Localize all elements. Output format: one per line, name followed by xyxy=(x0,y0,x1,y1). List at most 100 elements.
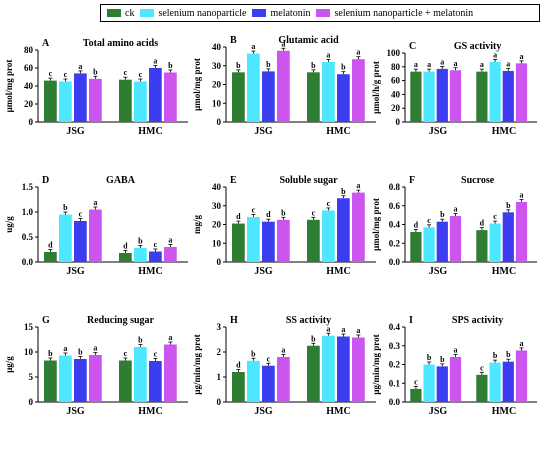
bar xyxy=(59,81,72,122)
y-tick-label: 30 xyxy=(212,61,222,71)
bar xyxy=(134,81,147,122)
legend-item-ck: ck xyxy=(107,8,134,19)
significance-letter: c xyxy=(79,210,83,219)
bar xyxy=(515,202,528,262)
legend-item-melatonin: melatonin xyxy=(252,8,310,19)
chart-title: Glutamic acid xyxy=(278,35,339,46)
y-tick-label: 0 xyxy=(217,397,222,407)
y-tick-label: 0.8 xyxy=(389,182,401,192)
significance-letter: b xyxy=(63,203,68,212)
legend-label: ck xyxy=(125,7,135,19)
panel-letter: G xyxy=(42,315,50,326)
significance-letter: a xyxy=(251,42,255,51)
y-tick-label: 15 xyxy=(24,322,34,332)
y-tick-label: 0.0 xyxy=(389,397,401,407)
significance-letter: c xyxy=(154,350,158,359)
significance-letter: a xyxy=(427,60,431,69)
significance-letter: c xyxy=(267,354,271,363)
bar xyxy=(410,71,422,122)
legend: ck selenium nanoparticle melatonin selen… xyxy=(100,4,540,22)
y-tick-label: 40 xyxy=(212,182,222,192)
significance-letter: b xyxy=(78,348,83,357)
x-tick-label: JSG xyxy=(429,126,448,137)
significance-letter: a xyxy=(519,191,523,200)
bar xyxy=(515,350,528,402)
significance-letter: a xyxy=(93,198,97,207)
x-tick-label: JSG xyxy=(429,266,448,277)
x-tick-label: JSG xyxy=(429,406,448,417)
y-tick-label: 20 xyxy=(24,99,34,109)
y-tick-label: 10 xyxy=(212,98,222,108)
y-tick-label: 80 xyxy=(391,62,401,72)
y-tick-label: 0 xyxy=(29,397,34,407)
bar xyxy=(489,61,501,122)
y-tick-label: 100 xyxy=(387,48,401,58)
x-tick-label: HMC xyxy=(326,406,350,417)
y-tick-label: 20 xyxy=(212,220,222,230)
significance-letter: c xyxy=(414,377,418,386)
significance-letter: b xyxy=(311,334,316,343)
x-tick-label: HMC xyxy=(492,126,516,137)
significance-letter: d xyxy=(236,212,241,221)
y-tick-label: 0.4 xyxy=(389,322,401,332)
bar xyxy=(476,71,488,122)
x-tick-label: HMC xyxy=(138,406,162,417)
significance-letter: a xyxy=(93,344,97,353)
x-tick-label: JSG xyxy=(66,266,85,277)
y-tick-label: 5 xyxy=(29,372,34,382)
y-tick-label: 20 xyxy=(391,103,401,113)
bar xyxy=(423,227,435,262)
significance-letter: a xyxy=(453,59,457,68)
bar xyxy=(449,216,462,262)
y-tick-label: 1.5 xyxy=(22,182,34,192)
significance-letter: a xyxy=(341,325,345,334)
panel-letter: C xyxy=(409,41,416,52)
bar xyxy=(262,71,275,122)
significance-letter: a xyxy=(519,52,523,61)
x-tick-label: JSG xyxy=(66,126,85,137)
significance-letter: b xyxy=(138,237,143,246)
bar xyxy=(44,360,57,402)
legend-swatch xyxy=(107,9,121,17)
y-tick-label: 0.4 xyxy=(389,220,401,230)
bar xyxy=(337,198,350,262)
y-tick-label: 60 xyxy=(391,76,401,86)
legend-label: selenium nanoparticle + melatonin xyxy=(334,7,474,19)
legend-swatch xyxy=(252,9,267,17)
significance-letter: c xyxy=(124,349,128,358)
chart-title: Reducing sugar xyxy=(87,315,155,326)
significance-letter: b xyxy=(236,61,241,70)
significance-letter: a xyxy=(281,39,285,48)
panel-letter: D xyxy=(42,175,49,186)
bar xyxy=(44,252,57,262)
significance-letter: b xyxy=(493,351,498,360)
y-tick-label: 0 xyxy=(217,117,222,127)
panel-letter: B xyxy=(230,35,237,46)
significance-letter: a xyxy=(356,181,360,190)
x-tick-label: HMC xyxy=(326,126,350,137)
significance-letter: b xyxy=(48,349,53,358)
bar xyxy=(74,73,87,122)
bar xyxy=(134,248,147,262)
y-axis-label: μmol/h/g prot xyxy=(371,61,381,114)
bar xyxy=(277,50,290,122)
bar xyxy=(74,359,87,402)
significance-letter: a xyxy=(453,205,457,214)
significance-letter: b xyxy=(281,208,286,217)
panel-letter: H xyxy=(230,315,238,326)
y-tick-label: 1.0 xyxy=(22,207,34,217)
significance-letter: b xyxy=(311,61,316,70)
x-tick-label: HMC xyxy=(326,266,350,277)
bar xyxy=(322,335,335,402)
chart-title: GS activity xyxy=(454,41,502,52)
significance-letter: b xyxy=(341,187,346,196)
y-tick-label: 0.3 xyxy=(389,341,401,351)
y-tick-label: 60 xyxy=(24,63,34,73)
bar xyxy=(164,247,177,262)
significance-letter: c xyxy=(427,216,431,225)
y-axis-label: μmol/mg prot xyxy=(192,58,202,111)
significance-letter: a xyxy=(63,344,67,353)
bar xyxy=(89,78,102,122)
y-tick-label: 0.1 xyxy=(389,378,401,388)
chart-title: Soluble sugar xyxy=(279,175,338,186)
